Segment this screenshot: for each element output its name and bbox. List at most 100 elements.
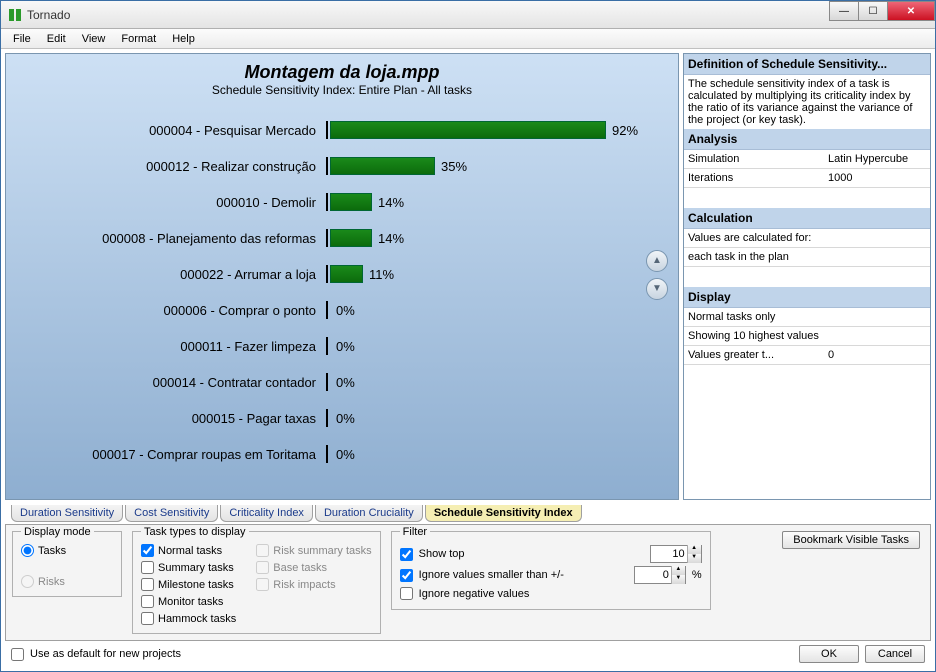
chart-bar: [330, 193, 372, 211]
tasktypes-legend: Task types to display: [141, 526, 249, 538]
chart-bar-wrap: 0%: [326, 301, 658, 319]
calculation-line2: each task in the plan: [684, 248, 930, 267]
chart-bar-wrap: 14%: [326, 229, 658, 247]
ignore-smaller-input[interactable]: [635, 569, 671, 581]
definition-header: Definition of Schedule Sensitivity...: [684, 54, 930, 75]
chart-bar: [330, 265, 363, 283]
display-gt-row: Values greater t... 0: [684, 346, 930, 365]
analysis-iterations-val: 1000: [824, 169, 930, 187]
chart-row-label: 000014 - Contratar contador: [26, 375, 326, 390]
chart-row: 000004 - Pesquisar Mercado92%: [26, 115, 658, 145]
chart-axis-tick: [326, 193, 328, 211]
tab-schedule-sensitivity-index[interactable]: Schedule Sensitivity Index: [425, 505, 582, 522]
check-summary-tasks[interactable]: [141, 561, 154, 574]
chart-value: 11%: [369, 267, 394, 282]
chart-row: 000008 - Planejamento das reformas14%: [26, 223, 658, 253]
chart-panel: Montagem da loja.mpp Schedule Sensitivit…: [5, 53, 679, 500]
upper-panels: Montagem da loja.mpp Schedule Sensitivit…: [5, 53, 931, 500]
analysis-simulation-val: Latin Hypercube: [824, 150, 930, 168]
ok-button[interactable]: OK: [799, 645, 859, 663]
menu-help[interactable]: Help: [164, 31, 203, 47]
chart-value: 0%: [336, 447, 355, 462]
close-button[interactable]: ✕: [887, 1, 935, 21]
analysis-iterations-key: Iterations: [684, 169, 824, 187]
chart-axis-tick: [326, 121, 328, 139]
calculation-header: Calculation: [684, 208, 930, 229]
spacer: [684, 267, 930, 287]
footer-row: Use as default for new projects OK Cance…: [5, 643, 931, 667]
chart-bar-wrap: 92%: [326, 121, 658, 139]
tab-duration-sensitivity[interactable]: Duration Sensitivity: [11, 505, 123, 522]
check-hammock-tasks[interactable]: [141, 612, 154, 625]
chart-bar-wrap: 0%: [326, 445, 658, 463]
analysis-iterations-row: Iterations 1000: [684, 169, 930, 188]
chart-value: 14%: [378, 231, 404, 246]
menu-view[interactable]: View: [74, 31, 114, 47]
radio-tasks[interactable]: [21, 544, 34, 557]
bookmark-button[interactable]: Bookmark Visible Tasks: [782, 531, 920, 549]
chart-value: 0%: [336, 411, 355, 426]
radio-risks: [21, 575, 34, 588]
chart-value: 0%: [336, 339, 355, 354]
display-line2: Showing 10 highest values: [684, 327, 930, 346]
menu-file[interactable]: File: [5, 31, 39, 47]
show-top-input[interactable]: [651, 548, 687, 560]
check-ignore-smaller[interactable]: [400, 569, 413, 582]
check-normal-tasks[interactable]: [141, 544, 154, 557]
chart-down-button[interactable]: ▼: [646, 278, 668, 300]
chart-axis-tick: [326, 265, 328, 283]
chart-axis-tick: [326, 337, 328, 355]
spin-up-icon[interactable]: ▲: [687, 545, 701, 554]
chart-bar-wrap: 35%: [326, 157, 658, 175]
display-line1: Normal tasks only: [684, 308, 930, 327]
maximize-button[interactable]: ☐: [858, 1, 888, 21]
check-use-default[interactable]: [11, 648, 24, 661]
window-title: Tornado: [27, 8, 830, 22]
display-header: Display: [684, 287, 930, 308]
chart-axis-tick: [326, 301, 328, 319]
filter-fieldset: Filter Show top ▲▼ Ignore values smaller: [391, 531, 711, 610]
cancel-button[interactable]: Cancel: [865, 645, 925, 663]
chart-row-label: 000011 - Fazer limpeza: [26, 339, 326, 354]
use-default-label: Use as default for new projects: [30, 648, 181, 660]
chart-row-label: 000006 - Comprar o ponto: [26, 303, 326, 318]
chart-row: 000017 - Comprar roupas em Toritama0%: [26, 439, 658, 469]
chart-bar: [330, 157, 435, 175]
right-actions: Bookmark Visible Tasks: [782, 531, 924, 549]
spin-up-icon[interactable]: ▲: [671, 566, 685, 575]
show-top-spinner[interactable]: ▲▼: [650, 545, 702, 563]
chart-bar-wrap: 14%: [326, 193, 658, 211]
chart-row: 000010 - Demolir 14%: [26, 187, 658, 217]
bottom-panel: Display mode Tasks Risks Task types to d…: [5, 524, 931, 641]
titlebar: Tornado — ☐ ✕: [1, 1, 935, 29]
chart-row: 000006 - Comprar o ponto 0%: [26, 295, 658, 325]
tab-cost-sensitivity[interactable]: Cost Sensitivity: [125, 505, 218, 522]
minimize-button[interactable]: —: [829, 1, 859, 21]
ignore-smaller-spinner[interactable]: ▲▼: [634, 566, 686, 584]
display-mode-legend: Display mode: [21, 526, 94, 538]
tab-duration-cruciality[interactable]: Duration Cruciality: [315, 505, 423, 522]
chart-row-label: 000010 - Demolir: [26, 195, 326, 210]
chart-value: 14%: [378, 195, 404, 210]
check-risk-summary-tasks: [256, 544, 269, 557]
chart-row: 000012 - Realizar construção35%: [26, 151, 658, 181]
check-show-top[interactable]: [400, 548, 413, 561]
menu-format[interactable]: Format: [113, 31, 164, 47]
display-mode-fieldset: Display mode Tasks Risks: [12, 531, 122, 597]
check-ignore-negative[interactable]: [400, 587, 413, 600]
check-milestone-tasks[interactable]: [141, 578, 154, 591]
chart-up-button[interactable]: ▲: [646, 250, 668, 272]
check-monitor-tasks[interactable]: [141, 595, 154, 608]
chart-bar: [330, 229, 372, 247]
chart-bar-wrap: 0%: [326, 409, 658, 427]
menu-edit[interactable]: Edit: [39, 31, 74, 47]
spin-down-icon[interactable]: ▼: [671, 575, 685, 584]
chart-value: 0%: [336, 303, 355, 318]
window-buttons: — ☐ ✕: [830, 1, 935, 28]
chart-axis-tick: [326, 409, 328, 427]
chart-axis-tick: [326, 157, 328, 175]
chart-rows: 000004 - Pesquisar Mercado92% 000012 - Re…: [18, 115, 666, 487]
tab-criticality-index[interactable]: Criticality Index: [220, 505, 313, 522]
side-panel: Definition of Schedule Sensitivity... Th…: [683, 53, 931, 500]
spin-down-icon[interactable]: ▼: [687, 554, 701, 563]
